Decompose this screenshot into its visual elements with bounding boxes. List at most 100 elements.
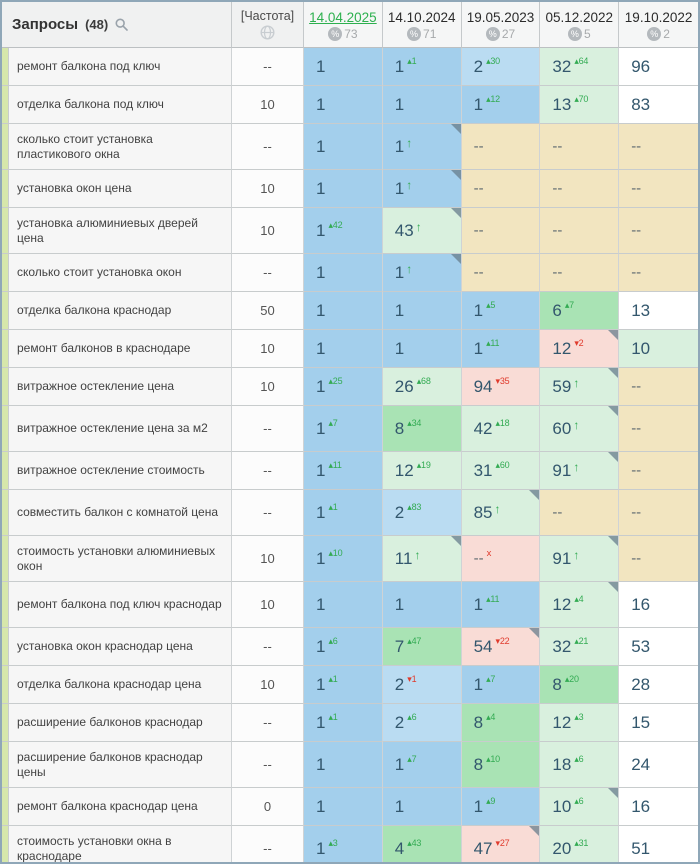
position-cell[interactable]: 51 (619, 826, 698, 862)
position-cell[interactable]: -- (461, 208, 541, 254)
position-cell[interactable]: 1 ▴5 (461, 292, 541, 330)
position-cell[interactable]: -- (619, 452, 698, 490)
date-link[interactable]: 14.10.2024 (387, 10, 456, 25)
position-cell[interactable]: 15 (619, 704, 698, 742)
query-cell[interactable]: витражное остекление стоимость (9, 452, 232, 490)
row-select-stripe[interactable] (2, 628, 9, 666)
position-cell[interactable]: 1 (382, 330, 462, 368)
position-cell[interactable]: 1 (304, 86, 383, 124)
row-select-stripe[interactable] (2, 330, 9, 368)
position-cell[interactable]: 1 (304, 48, 383, 86)
query-cell[interactable]: расширение балконов краснодар (9, 704, 232, 742)
position-cell[interactable]: -- (461, 124, 541, 170)
position-cell[interactable]: 91 ↑ (540, 536, 620, 582)
position-cell[interactable]: 1 ▴1 (304, 490, 383, 536)
position-cell[interactable]: 1 (304, 254, 383, 292)
position-cell[interactable]: 1 (304, 124, 383, 170)
position-cell[interactable]: 96 (619, 48, 698, 86)
position-cell[interactable]: -- (619, 254, 698, 292)
position-cell[interactable]: 53 (619, 628, 698, 666)
position-cell[interactable]: -- (619, 536, 698, 582)
row-select-stripe[interactable] (2, 452, 9, 490)
position-cell[interactable]: 54 ▾22 (461, 628, 541, 666)
position-cell[interactable]: -- (619, 124, 698, 170)
position-cell[interactable]: 32 ▴21 (540, 628, 620, 666)
position-cell[interactable]: 1 ▴3 (304, 826, 383, 862)
position-cell[interactable]: 1 ▴6 (304, 628, 383, 666)
position-cell[interactable]: 1 ↑ (382, 170, 462, 208)
query-cell[interactable]: стоимость установки окна в краснодаре (9, 826, 232, 862)
position-cell[interactable]: 42 ▴18 (461, 406, 541, 452)
position-cell[interactable]: -- (461, 254, 541, 292)
query-cell[interactable]: установка алюминиевых дверей цена (9, 208, 232, 254)
globe-icon[interactable] (260, 25, 275, 40)
position-cell[interactable]: 13 (619, 292, 698, 330)
row-select-stripe[interactable] (2, 170, 9, 208)
position-cell[interactable]: 10 (619, 330, 698, 368)
position-cell[interactable]: 8 ▴4 (461, 704, 541, 742)
position-cell[interactable]: -- (619, 208, 698, 254)
position-cell[interactable]: 12 ▴3 (540, 704, 620, 742)
position-cell[interactable]: -- (619, 406, 698, 452)
position-cell[interactable]: 2 ▴83 (382, 490, 462, 536)
position-cell[interactable]: 8 ▴20 (540, 666, 620, 704)
position-cell[interactable]: 94 ▾35 (461, 368, 541, 406)
position-cell[interactable]: 1 ↑ (382, 124, 462, 170)
position-cell[interactable]: 1 ▴9 (461, 788, 541, 826)
query-cell[interactable]: отделка балкона краснодар (9, 292, 232, 330)
position-cell[interactable]: 83 (619, 86, 698, 124)
position-cell[interactable]: 1 ▴7 (304, 406, 383, 452)
position-cell[interactable]: 1 (304, 742, 383, 788)
position-cell[interactable]: 2 ▴30 (461, 48, 541, 86)
position-cell[interactable]: 1 ▴1 (304, 704, 383, 742)
position-cell[interactable]: 1 ▴11 (461, 582, 541, 628)
position-cell[interactable]: -- (540, 124, 620, 170)
position-cell[interactable]: 1 (304, 582, 383, 628)
query-cell[interactable]: ремонт балкона краснодар цена (9, 788, 232, 826)
position-cell[interactable]: 1 (304, 170, 383, 208)
row-select-stripe[interactable] (2, 490, 9, 536)
position-cell[interactable]: 16 (619, 582, 698, 628)
position-cell[interactable]: -- (619, 368, 698, 406)
position-cell[interactable]: 1 (382, 86, 462, 124)
row-select-stripe[interactable] (2, 704, 9, 742)
position-cell[interactable]: 1 (304, 292, 383, 330)
position-cell[interactable]: 10 ▴6 (540, 788, 620, 826)
query-cell[interactable]: ремонт балкона под ключ (9, 48, 232, 86)
query-cell[interactable]: отделка балкона краснодар цена (9, 666, 232, 704)
position-cell[interactable]: 2 ▾1 (382, 666, 462, 704)
position-cell[interactable]: 1 ▴7 (382, 742, 462, 788)
position-cell[interactable]: 12 ▾2 (540, 330, 620, 368)
query-cell[interactable]: ремонт балкона под ключ краснодар (9, 582, 232, 628)
position-cell[interactable]: 1 ↑ (382, 254, 462, 292)
position-cell[interactable]: 24 (619, 742, 698, 788)
position-cell[interactable]: 13 ▴70 (540, 86, 620, 124)
row-select-stripe[interactable] (2, 368, 9, 406)
position-cell[interactable]: -- (540, 490, 620, 536)
position-cell[interactable]: 8 ▴10 (461, 742, 541, 788)
position-cell[interactable]: -- (619, 170, 698, 208)
query-cell[interactable]: установка окон цена (9, 170, 232, 208)
position-cell[interactable]: -- (540, 170, 620, 208)
position-cell[interactable]: 26 ▴68 (382, 368, 462, 406)
position-cell[interactable]: 85 ↑ (461, 490, 541, 536)
search-icon[interactable] (115, 18, 129, 31)
query-cell[interactable]: расширение балконов краснодар цены (9, 742, 232, 788)
query-cell[interactable]: отделка балкона под ключ (9, 86, 232, 124)
date-link[interactable]: 14.04.2025 (309, 10, 377, 25)
position-cell[interactable]: 16 (619, 788, 698, 826)
date-link[interactable]: 19.05.2023 (466, 10, 535, 25)
date-link[interactable]: 19.10.2022 (624, 10, 693, 25)
query-cell[interactable]: совместить балкон с комнатой цена (9, 490, 232, 536)
query-cell[interactable]: стоимость установки алюминиевых окон (9, 536, 232, 582)
position-cell[interactable]: 1 ▴42 (304, 208, 383, 254)
query-cell[interactable]: сколько стоит установка окон (9, 254, 232, 292)
row-select-stripe[interactable] (2, 208, 9, 254)
position-cell[interactable]: 1 (382, 582, 462, 628)
row-select-stripe[interactable] (2, 86, 9, 124)
position-cell[interactable]: 7 ▴47 (382, 628, 462, 666)
position-cell[interactable]: 1 ▴25 (304, 368, 383, 406)
row-select-stripe[interactable] (2, 826, 9, 862)
position-cell[interactable]: 1 (382, 788, 462, 826)
query-cell[interactable]: установка окон краснодар цена (9, 628, 232, 666)
